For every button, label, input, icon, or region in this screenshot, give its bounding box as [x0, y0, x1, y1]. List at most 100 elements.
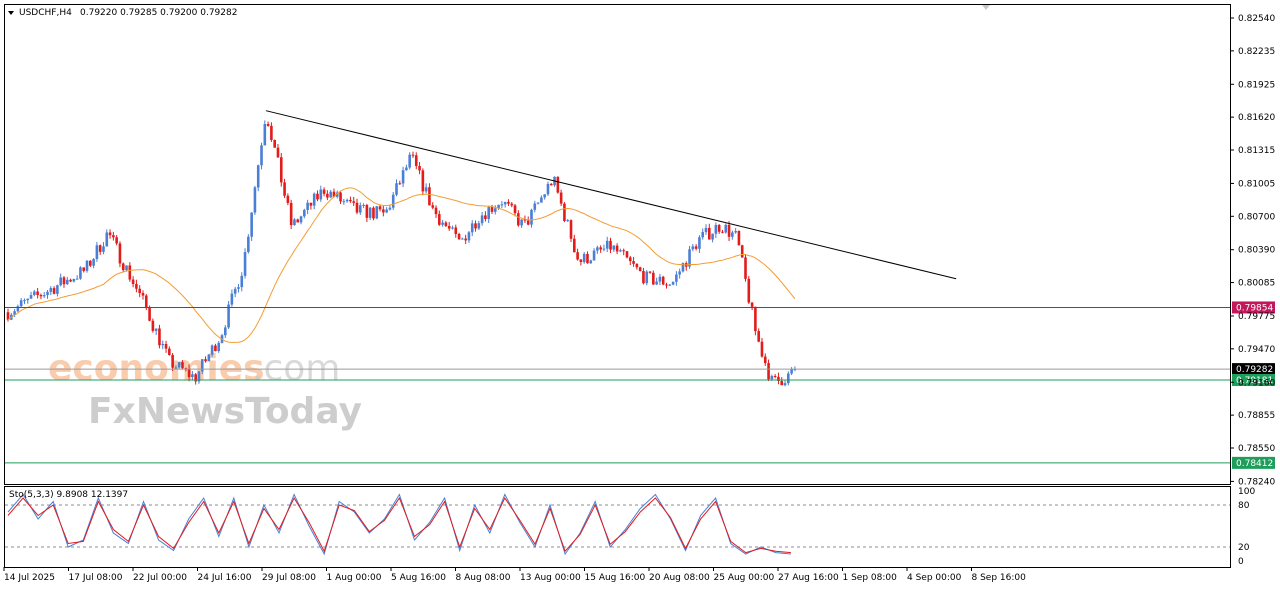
candle-body	[355, 202, 359, 213]
candle-body	[477, 223, 481, 229]
candle-body	[385, 209, 388, 213]
candle-body	[464, 238, 467, 241]
price-level-tag-label: 0.78412	[1236, 459, 1273, 469]
candle-body	[112, 235, 115, 238]
y-tick-label: 0.79775	[1238, 312, 1275, 322]
candle-body	[98, 245, 102, 252]
candle-body	[556, 176, 560, 193]
candle-body	[312, 193, 316, 206]
candle-body	[510, 203, 514, 206]
menu-triangle-icon[interactable]	[8, 11, 14, 15]
candle-body	[138, 288, 141, 294]
y-tick-label: 0.80390	[1238, 246, 1275, 256]
x-tick-label: 20 Aug 08:00	[649, 573, 710, 583]
x-tick-label: 8 Aug 08:00	[456, 573, 511, 583]
candle-body	[691, 246, 695, 250]
x-tick-label: 8 Sep 16:00	[972, 573, 1027, 583]
scroll-marker-icon[interactable]	[982, 5, 990, 10]
candle-body	[250, 212, 253, 237]
candle-body	[599, 247, 602, 250]
candle-body	[154, 328, 158, 331]
candle-body	[625, 251, 629, 258]
candle-body	[767, 363, 770, 380]
y-tick-label: 0.79470	[1238, 345, 1275, 355]
candle-body	[596, 247, 599, 251]
candle-body	[191, 374, 194, 378]
candle-body	[299, 216, 303, 223]
candle-body	[770, 376, 774, 380]
candle-body	[635, 263, 639, 268]
candle-body	[566, 220, 570, 222]
candle-body	[760, 341, 764, 357]
candle-body	[358, 205, 362, 213]
candle-body	[493, 208, 497, 212]
y-tick-label: 0.81005	[1238, 179, 1275, 189]
candle-body	[329, 191, 332, 198]
candle-body	[704, 227, 708, 233]
y-tick-label: 0.81315	[1238, 146, 1275, 156]
candle-body	[26, 298, 30, 301]
candle-body	[526, 220, 530, 225]
candle-body	[105, 232, 109, 247]
candle-body	[352, 201, 356, 203]
candle-body	[118, 243, 122, 264]
candle-body	[790, 369, 793, 374]
candle-body	[260, 145, 263, 166]
candle-body	[177, 362, 181, 368]
candle-body	[72, 278, 76, 282]
candle-body	[754, 306, 757, 332]
candle-body	[29, 295, 33, 299]
candle-body	[457, 233, 461, 240]
x-tick-label: 1 Aug 00:00	[327, 573, 382, 583]
candle-body	[279, 157, 283, 183]
candle-body	[227, 304, 230, 328]
candle-body	[316, 193, 319, 200]
price-level-tag-bg	[1232, 301, 1275, 314]
candle-body	[187, 368, 191, 378]
candle-body	[652, 272, 655, 285]
candle-body	[707, 227, 711, 240]
candle-body	[401, 170, 405, 184]
candle-body	[698, 237, 701, 249]
price-level-tag: 0.79282	[1232, 363, 1275, 376]
candle-body	[675, 274, 678, 282]
candle-body	[141, 293, 145, 296]
y-tick-label: 0.80700	[1238, 212, 1275, 222]
candle-body	[467, 232, 471, 241]
candle-body	[217, 342, 221, 352]
candle-body	[688, 249, 691, 267]
price-level-tag: 0.78412	[1232, 456, 1275, 469]
candle-body	[744, 257, 747, 279]
x-tick-label: 25 Aug 00:00	[714, 573, 775, 583]
candle-body	[194, 374, 197, 382]
candle-body	[322, 189, 326, 194]
moving-average-line	[7, 187, 796, 343]
candle-body	[368, 207, 372, 218]
candle-body	[319, 189, 323, 200]
candle-body	[151, 320, 155, 331]
candle-body	[447, 226, 451, 229]
y-tick-label: 0.80085	[1238, 279, 1275, 289]
candle-body	[605, 240, 609, 249]
candle-body	[42, 295, 46, 297]
symbol-label: USDCHF,H4	[19, 8, 72, 18]
candle-body	[763, 356, 767, 364]
candle-body	[388, 207, 392, 210]
trendline[interactable]	[265, 110, 957, 280]
candle-body	[33, 291, 36, 296]
candle-body	[125, 265, 128, 271]
candle-body	[717, 225, 721, 232]
candle-body	[411, 154, 415, 156]
x-tick-label: 29 Jul 08:00	[262, 573, 316, 583]
candle-body	[382, 209, 385, 213]
candle-body	[642, 271, 645, 284]
candle-body	[638, 267, 642, 272]
candle-body	[536, 202, 540, 204]
candle-body	[256, 165, 260, 188]
x-tick-label: 22 Jul 00:00	[133, 573, 187, 583]
stochastic-y-tick-label: 20	[1238, 543, 1250, 553]
watermark: economies .com FxNewsToday	[48, 348, 362, 432]
candle-body	[69, 279, 72, 282]
candle-body	[434, 207, 438, 215]
